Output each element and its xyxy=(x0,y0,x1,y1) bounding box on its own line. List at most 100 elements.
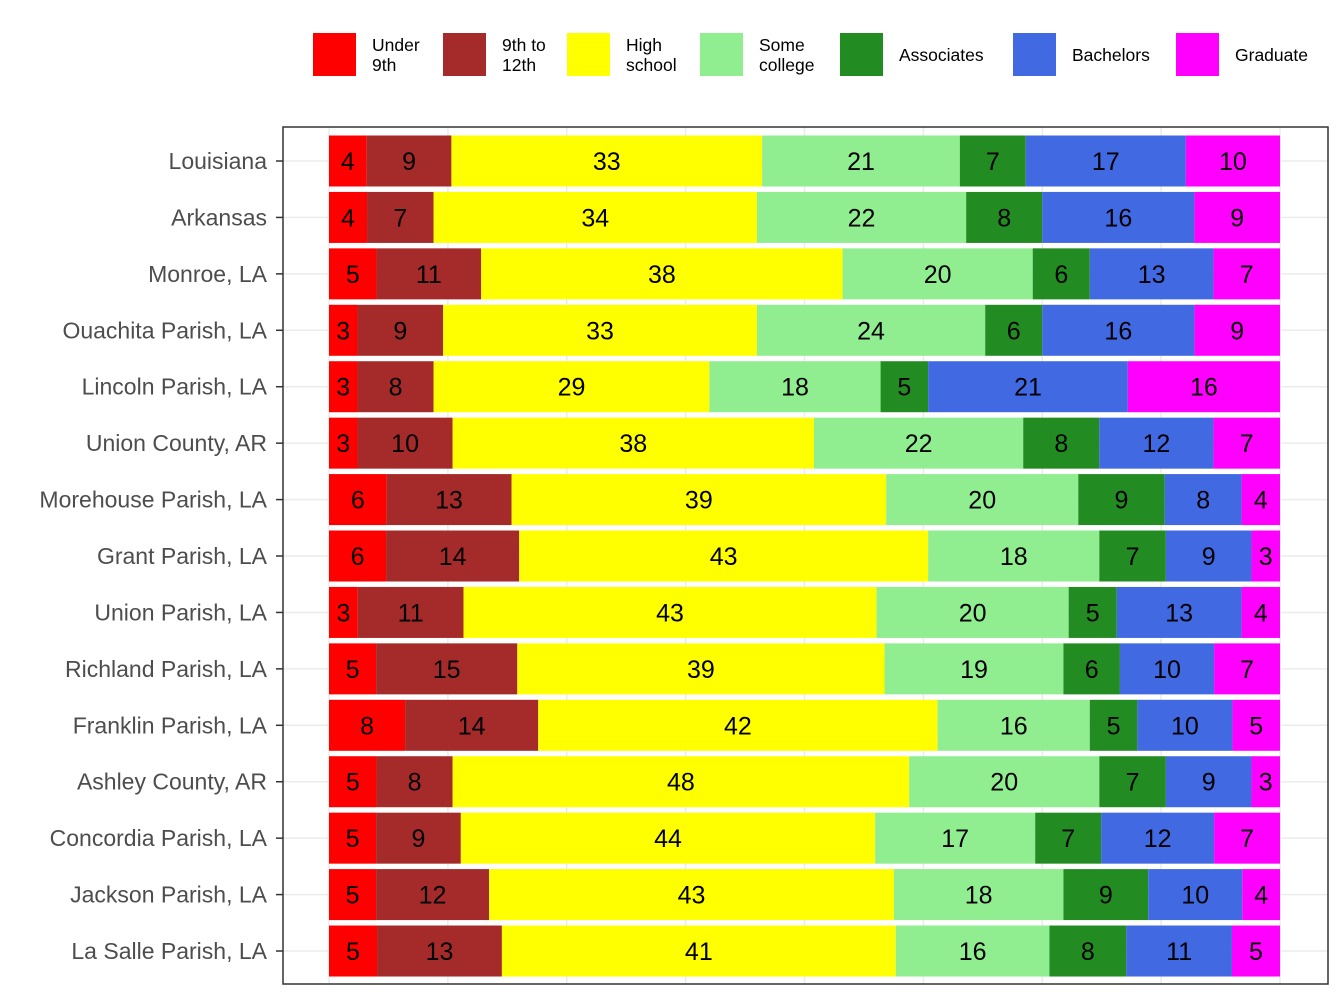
segment-label-la-salle-parish-la-9th-to-12th: 13 xyxy=(426,938,454,966)
segment-label-union-county-ar-bachelors: 12 xyxy=(1142,430,1170,458)
segment-value-labels: 4 9 33 21 7 17 104 7 34 22 8 16 95 11 38 20 6 13 73 9 33 24 6 1… xyxy=(336,148,1272,966)
bar-segment-richland-parish-la-9th-to-12th xyxy=(376,643,518,695)
y-axis-label-morehouse-parish-la: Morehouse Parish, LA xyxy=(39,487,267,513)
segment-label-ashley-county-ar-graduate: 3 xyxy=(1259,769,1273,797)
legend-label-under-9th: Under 9th xyxy=(372,35,420,75)
bar-segment-union-county-ar-some-college xyxy=(814,417,1024,469)
bar-segment-franklin-parish-la-associates xyxy=(1089,699,1138,751)
segment-label-arkansas-bachelors: 16 xyxy=(1104,204,1132,232)
bar-segments xyxy=(329,135,1280,977)
segment-label-union-parish-la-under-9th: 3 xyxy=(336,599,350,627)
bar-segment-jackson-parish-la-bachelors xyxy=(1148,869,1243,921)
bar-segment-louisiana-graduate xyxy=(1185,135,1280,187)
segment-label-louisiana-high-school: 33 xyxy=(593,148,621,176)
segment-label-franklin-parish-la-high-school: 42 xyxy=(724,712,752,740)
bar-segment-lincoln-parish-la-high-school xyxy=(433,361,710,413)
bar-segment-monroe-la-some-college xyxy=(842,248,1033,300)
y-axis-label-louisiana: Louisiana xyxy=(169,148,268,174)
segment-label-louisiana-associates: 7 xyxy=(986,148,1000,176)
segment-label-la-salle-parish-la-bachelors: 11 xyxy=(1166,938,1192,966)
bar-segment-lincoln-parish-la-associates xyxy=(880,361,929,413)
bar-segment-monroe-la-under-9th xyxy=(329,248,377,300)
bar-segment-union-county-ar-under-9th xyxy=(329,417,358,469)
y-axis-label-grant-parish-la: Grant Parish, LA xyxy=(97,543,268,569)
segment-label-grant-parish-la-associates: 7 xyxy=(1126,543,1140,571)
segment-label-la-salle-parish-la-some-college: 16 xyxy=(959,938,987,966)
segment-label-ouachita-parish-la-under-9th: 3 xyxy=(336,317,350,345)
bar-segment-louisiana-bachelors xyxy=(1025,135,1186,187)
bar-segment-franklin-parish-la-some-college xyxy=(937,699,1090,751)
segment-label-monroe-la-bachelors: 13 xyxy=(1138,261,1166,289)
segment-label-louisiana-9th-to-12th: 9 xyxy=(402,148,416,176)
bar-segment-la-salle-parish-la-graduate xyxy=(1231,925,1280,977)
segment-label-richland-parish-la-high-school: 39 xyxy=(687,656,715,684)
bar-segment-concordia-parish-la-graduate xyxy=(1214,812,1280,864)
bar-segment-morehouse-parish-la-associates xyxy=(1078,474,1165,526)
bar-segment-arkansas-high-school xyxy=(433,191,757,243)
segment-label-ashley-county-ar-under-9th: 5 xyxy=(346,769,360,797)
y-axis-label-monroe-la: Monroe, LA xyxy=(148,261,268,287)
legend-label-line: college xyxy=(759,55,815,75)
bar-segment-morehouse-parish-la-graduate xyxy=(1241,474,1280,526)
bar-segment-la-salle-parish-la-high-school xyxy=(501,925,896,977)
bar-segment-ouachita-parish-la-high-school xyxy=(443,304,757,356)
segment-label-lincoln-parish-la-9th-to-12th: 8 xyxy=(389,374,403,402)
bar-segment-lincoln-parish-la-some-college xyxy=(709,361,881,413)
bar-segment-grant-parish-la-under-9th xyxy=(329,530,387,582)
legend-label-line: Some xyxy=(759,35,805,55)
segment-label-jackson-parish-la-under-9th: 5 xyxy=(346,882,360,910)
legend-swatch-graduate xyxy=(1176,33,1219,76)
legend-label-line: High xyxy=(626,35,662,55)
bar-segment-la-salle-parish-la-associates xyxy=(1049,925,1127,977)
legend-label-9th-to-12th: 9th to 12th xyxy=(502,35,546,75)
segment-label-la-salle-parish-la-graduate: 5 xyxy=(1249,938,1263,966)
bar-segment-ouachita-parish-la-bachelors xyxy=(1042,304,1195,356)
segment-label-grant-parish-la-some-college: 18 xyxy=(1000,543,1028,571)
bar-segment-ouachita-parish-la-some-college xyxy=(756,304,986,356)
bar-segment-morehouse-parish-la-high-school xyxy=(511,474,887,526)
bar-segment-monroe-la-9th-to-12th xyxy=(376,248,482,300)
segment-label-lincoln-parish-la-associates: 5 xyxy=(897,374,911,402)
bar-segment-arkansas-9th-to-12th xyxy=(367,191,434,243)
segment-label-union-parish-la-associates: 5 xyxy=(1086,599,1100,627)
bar-segment-richland-parish-la-graduate xyxy=(1214,643,1280,695)
segment-label-monroe-la-high-school: 38 xyxy=(648,261,676,289)
bar-segment-jackson-parish-la-some-college xyxy=(893,869,1064,921)
segment-label-grant-parish-la-high-school: 43 xyxy=(710,543,738,571)
segment-label-richland-parish-la-9th-to-12th: 15 xyxy=(433,656,461,684)
segment-label-monroe-la-some-college: 20 xyxy=(924,261,952,289)
bar-segment-ashley-county-ar-associates xyxy=(1099,756,1166,808)
legend-label-associates: Associates xyxy=(899,45,984,65)
segment-label-arkansas-9th-to-12th: 7 xyxy=(393,204,407,232)
bar-segment-monroe-la-graduate xyxy=(1213,248,1280,300)
bar-segment-ashley-county-ar-high-school xyxy=(452,756,910,808)
segment-label-concordia-parish-la-associates: 7 xyxy=(1061,825,1075,853)
bar-segment-louisiana-high-school xyxy=(451,135,763,187)
segment-label-richland-parish-la-bachelors: 10 xyxy=(1153,656,1181,684)
y-axis-label-ashley-county-ar: Ashley County, AR xyxy=(77,769,267,795)
bar-segment-jackson-parish-la-9th-to-12th xyxy=(376,869,490,921)
segment-label-ouachita-parish-la-associates: 6 xyxy=(1007,317,1021,345)
segment-label-arkansas-associates: 8 xyxy=(997,204,1011,232)
legend-swatch-some-college xyxy=(700,33,743,76)
segment-label-monroe-la-associates: 6 xyxy=(1054,261,1068,289)
segment-label-monroe-la-under-9th: 5 xyxy=(346,261,360,289)
bar-segment-ashley-county-ar-graduate xyxy=(1251,756,1280,808)
segment-label-la-salle-parish-la-associates: 8 xyxy=(1081,938,1095,966)
segment-label-arkansas-under-9th: 4 xyxy=(341,204,355,232)
bar-segment-richland-parish-la-some-college xyxy=(884,643,1064,695)
bar-segment-richland-parish-la-associates xyxy=(1063,643,1120,695)
segment-label-union-parish-la-some-college: 20 xyxy=(959,599,987,627)
y-axis-label-richland-parish-la: Richland Parish, LA xyxy=(65,656,268,682)
bar-segment-louisiana-9th-to-12th xyxy=(366,135,452,187)
segment-label-morehouse-parish-la-associates: 9 xyxy=(1115,487,1129,515)
bar-segment-arkansas-under-9th xyxy=(329,191,368,243)
bar-segment-ouachita-parish-la-9th-to-12th xyxy=(357,304,444,356)
bar-segment-morehouse-parish-la-under-9th xyxy=(329,474,387,526)
segment-label-union-parish-la-high-school: 43 xyxy=(656,599,684,627)
segment-label-union-parish-la-graduate: 4 xyxy=(1254,599,1268,627)
legend-label-high-school: High school xyxy=(626,35,677,75)
bar-segment-monroe-la-high-school xyxy=(481,248,843,300)
segment-label-louisiana-graduate: 10 xyxy=(1219,148,1247,176)
bar-segment-monroe-la-bachelors xyxy=(1089,248,1214,300)
